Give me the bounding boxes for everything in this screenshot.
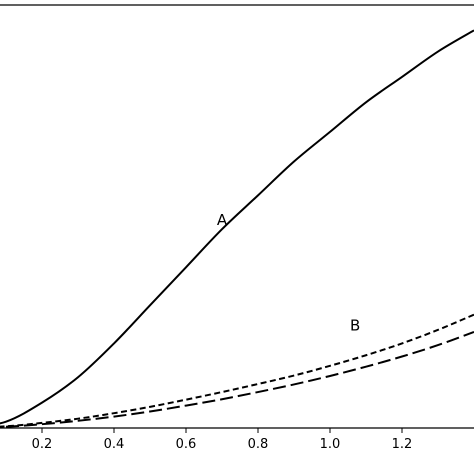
x-tick-label: 0.8 [248,437,269,452]
series-label-a: A [217,211,228,229]
plot-area [0,4,474,429]
x-tick-label: 1.0 [320,437,341,452]
series-label-b: B [350,317,360,335]
series-line-b [0,313,474,428]
series-labels-layer: AB [217,211,360,335]
series-line-c [0,331,474,429]
curves-layer [0,29,474,429]
x-tick-label: 0.4 [104,437,125,452]
x-axis-ticks: 0.2 0.4 0.6 0.8 1.0 1.2 [32,428,413,452]
series-line-a [0,29,474,425]
x-tick-label: 0.6 [176,437,197,452]
x-tick-label: 0.2 [32,437,53,452]
x-tick-label: 1.2 [392,437,413,452]
